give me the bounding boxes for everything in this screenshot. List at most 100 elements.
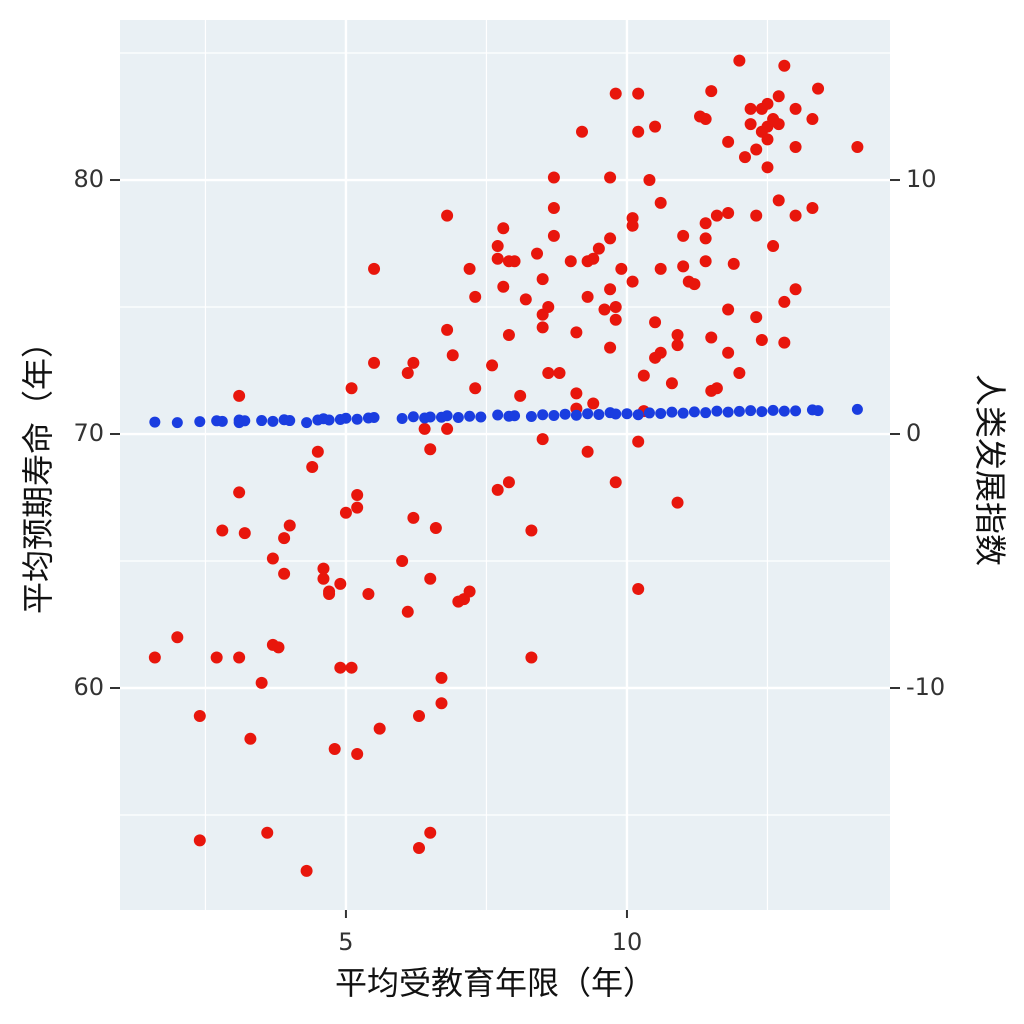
point [610,408,622,420]
point [553,367,566,380]
point [508,255,521,268]
point [756,406,768,418]
point [396,413,408,425]
point [278,532,291,545]
point [340,412,352,424]
point [806,201,819,214]
point [655,407,667,419]
point [194,416,206,428]
point [547,229,560,242]
point [255,676,268,689]
point [632,582,645,595]
point [509,410,521,422]
point [475,411,487,423]
point [486,359,499,372]
point [424,411,436,423]
point [536,433,549,446]
y2-tick-label: 0 [906,419,921,447]
point [362,588,375,601]
point [441,209,454,222]
point [301,417,313,429]
point [267,415,279,427]
point [700,407,712,419]
point [525,524,538,537]
y2-tick-label: -10 [906,673,945,701]
point [317,572,330,585]
point [401,605,414,618]
point [570,409,582,421]
point [598,303,611,316]
point [778,295,791,308]
point [738,151,751,164]
point [582,408,594,420]
point [463,585,476,598]
point [587,397,600,410]
point [677,407,689,419]
point [239,415,251,427]
point [604,171,617,184]
point [547,171,560,184]
x-tick-label: 10 [612,928,643,956]
point [699,255,712,268]
point [441,410,453,422]
point [576,125,588,138]
point [626,219,639,232]
point [266,552,279,565]
point [256,415,268,427]
point [587,252,600,265]
point [778,59,791,72]
point [413,842,426,855]
point [328,742,341,755]
point [564,255,577,268]
point [744,118,757,131]
point [334,577,347,590]
point [745,405,757,417]
point [502,328,515,341]
point [238,527,251,540]
point [429,521,442,534]
point [441,323,454,336]
point [666,406,678,418]
point [351,488,364,501]
point [593,408,605,420]
point [671,339,684,352]
point [497,280,510,293]
point [677,229,690,242]
point [413,709,426,722]
point [789,102,802,115]
plot-background [120,20,890,910]
point [581,445,594,458]
point [283,519,296,532]
y2-axis-label: 人类发展指数 [971,374,1009,566]
point [733,54,746,67]
point [368,412,380,424]
point [733,405,745,417]
point [626,275,639,288]
point [519,293,532,306]
point [722,406,734,418]
point [699,217,712,230]
point [351,748,364,761]
point [339,506,352,519]
point [592,242,605,255]
point [424,572,437,585]
y-tick-label: 70 [73,419,104,447]
point [306,461,319,474]
point [604,232,617,245]
point [559,408,571,420]
point [148,651,161,664]
point [435,697,448,710]
point [452,412,464,424]
point [643,174,656,187]
point [722,346,735,359]
point [446,349,459,362]
point [654,346,667,359]
point [851,140,864,153]
point [699,113,712,126]
point [750,311,763,324]
point [632,435,645,448]
point [491,240,504,253]
point [272,641,285,654]
point [772,90,785,103]
point [435,671,448,684]
